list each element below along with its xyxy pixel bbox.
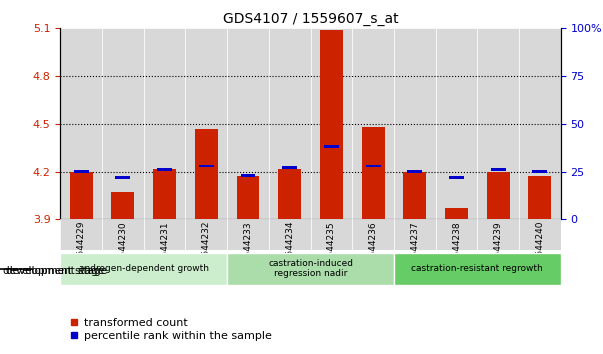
Bar (519, 219, 561, 250)
Text: castration-resistant regrowth: castration-resistant regrowth (411, 264, 543, 273)
Bar (227, 219, 269, 250)
Bar (282, 166, 297, 169)
Title: GDS4107 / 1559607_s_at: GDS4107 / 1559607_s_at (223, 12, 399, 26)
Bar (144, 219, 186, 250)
Bar (236, 177, 259, 219)
Text: GSM544237: GSM544237 (410, 221, 419, 276)
Bar (186, 219, 227, 250)
Text: GSM544232: GSM544232 (202, 221, 211, 275)
Text: GSM544238: GSM544238 (452, 221, 461, 276)
Bar (227, 28, 269, 219)
Bar (278, 169, 301, 219)
Bar (445, 209, 468, 219)
Bar (269, 28, 311, 219)
Text: GSM544240: GSM544240 (535, 221, 545, 275)
Bar (60, 253, 227, 285)
Bar (311, 219, 352, 250)
Bar (60, 28, 102, 219)
Bar (324, 145, 339, 148)
Bar (115, 176, 130, 179)
Text: GSM544239: GSM544239 (494, 221, 503, 276)
Legend: transformed count, percentile rank within the sample: transformed count, percentile rank withi… (66, 314, 276, 346)
Bar (491, 169, 506, 171)
Bar (352, 219, 394, 250)
Text: GSM544229: GSM544229 (77, 221, 86, 275)
Bar (352, 28, 394, 219)
Bar (186, 28, 227, 219)
Bar (102, 28, 144, 219)
Bar (394, 28, 435, 219)
Bar (241, 174, 256, 177)
Bar (362, 127, 385, 219)
Text: GSM544236: GSM544236 (368, 221, 377, 276)
Text: GSM544235: GSM544235 (327, 221, 336, 276)
Bar (394, 219, 435, 250)
Bar (408, 170, 422, 173)
Bar (478, 28, 519, 219)
Bar (153, 169, 176, 219)
Text: GSM544233: GSM544233 (244, 221, 253, 276)
Bar (435, 219, 478, 250)
Bar (487, 172, 510, 219)
Text: GSM544230: GSM544230 (118, 221, 127, 276)
Bar (157, 169, 172, 171)
Bar (394, 253, 561, 285)
Bar (528, 177, 551, 219)
Text: androgen-dependent growth: androgen-dependent growth (79, 264, 209, 273)
Text: castration-induced
regression nadir: castration-induced regression nadir (268, 259, 353, 278)
Bar (320, 30, 343, 219)
Bar (70, 172, 93, 219)
Bar (532, 170, 548, 173)
Text: GSM544231: GSM544231 (160, 221, 169, 276)
Text: GSM544234: GSM544234 (285, 221, 294, 275)
Bar (403, 172, 426, 219)
Bar (199, 165, 213, 167)
Bar (435, 28, 478, 219)
Bar (74, 170, 89, 173)
Text: development stage: development stage (3, 266, 104, 276)
Bar (112, 193, 134, 219)
Bar (269, 219, 311, 250)
Bar (144, 28, 186, 219)
Bar (60, 219, 102, 250)
Bar (311, 28, 352, 219)
Bar (365, 165, 380, 167)
Bar (478, 219, 519, 250)
Bar (519, 28, 561, 219)
Bar (227, 253, 394, 285)
Bar (449, 176, 464, 179)
Bar (195, 129, 218, 219)
Text: development stage: development stage (6, 266, 107, 276)
Bar (102, 219, 144, 250)
